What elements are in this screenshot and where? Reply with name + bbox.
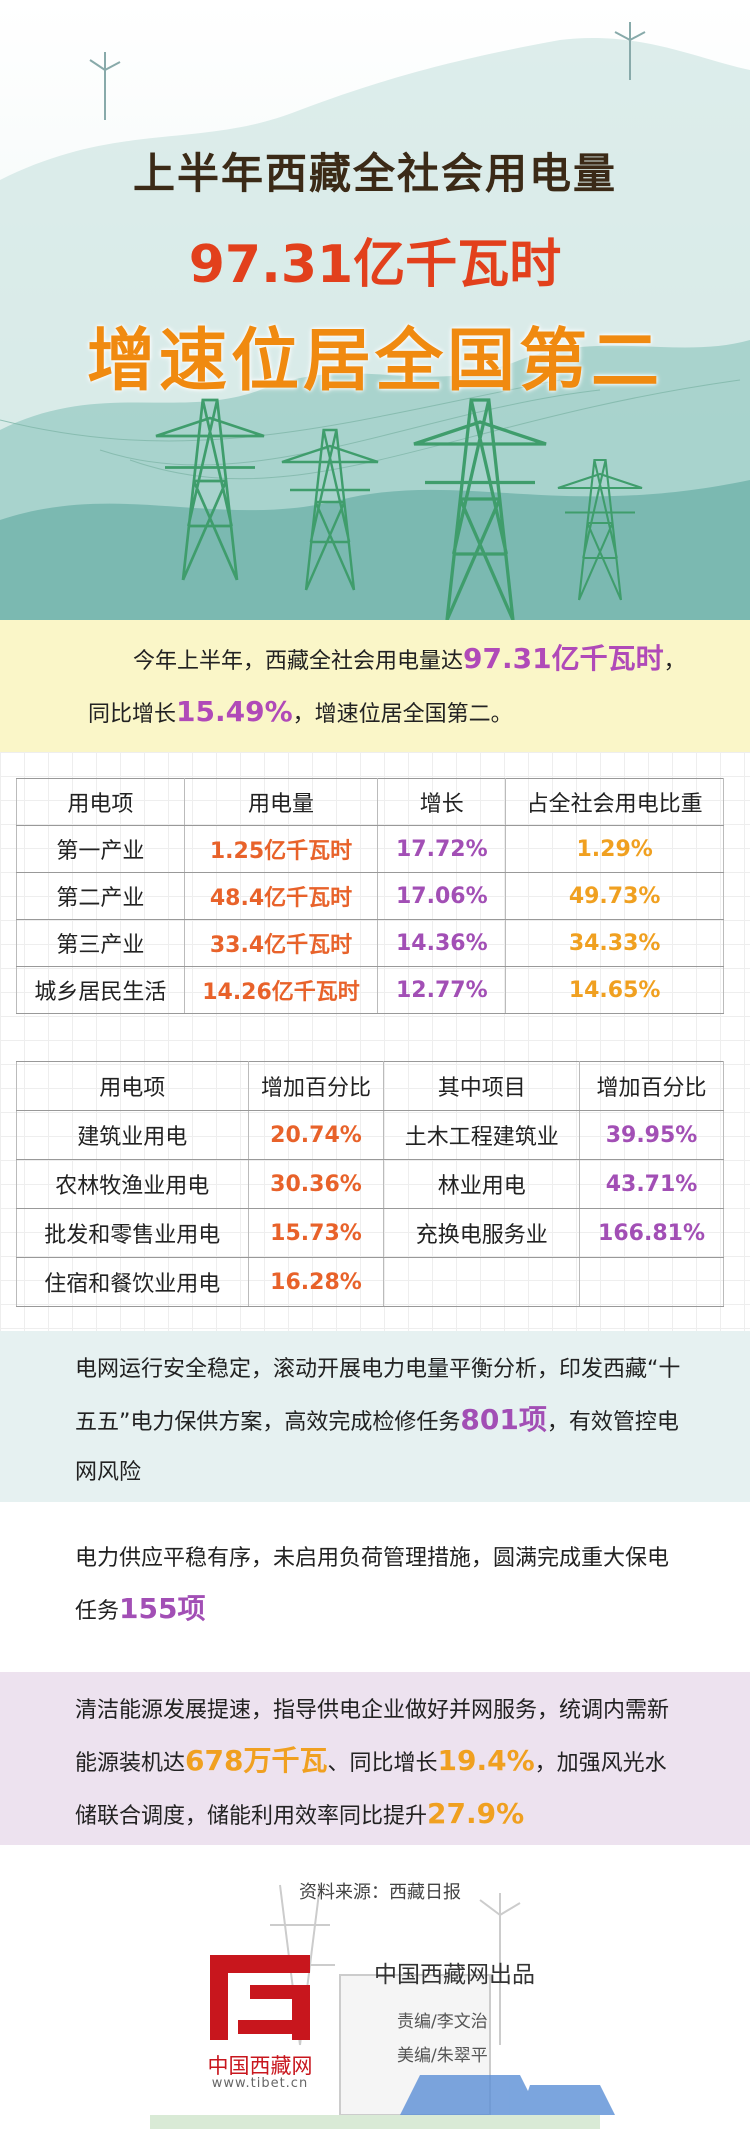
intro-text: 今年上半年，西藏全社会用电量达97.31亿千瓦时，同比增长15.49%，增速位居… — [88, 634, 688, 740]
table-cell: 33.4亿千瓦时 — [183, 919, 379, 967]
text-segment: 今年上半年，西藏全社会用电量达 — [133, 649, 464, 674]
header-cell: 增长 — [377, 778, 507, 826]
note-band: 清洁能源发展提速，指导供电企业做好并网服务，统调内需新能源装机达678万千瓦、同… — [0, 1672, 750, 1845]
table-cell: 土木工程建筑业 — [383, 1110, 581, 1160]
figure: 97.31亿千瓦时 — [188, 235, 562, 295]
note-text: 电网运行安全稳定，滚动开展电力电量平衡分析，印发西藏“十五五”电力保供方案，高效… — [75, 1345, 685, 1498]
text-segment: ，增速位居全国第二。 — [292, 702, 513, 727]
header-row: 用电项 用电量 增长 占全社会用电比重 — [16, 778, 724, 826]
intro-band: 今年上半年，西藏全社会用电量达97.31亿千瓦时，同比增长15.49%，增速位居… — [0, 620, 750, 752]
text-segment: 清洁能源发展提速，指导供电企业做好并网服务，统调内需新能源装机达 — [75, 1698, 670, 1776]
table-row: 第三产业 33.4亿千瓦时 14.36% 34.33% — [16, 919, 724, 967]
highlight: 801项 — [460, 1403, 547, 1436]
table-cell: 农林牧渔业用电 — [16, 1159, 249, 1209]
highlight: 15.49% — [176, 695, 293, 728]
note-text: 电力供应平稳有序，未启用负荷管理措施，圆满完成重大保电任务155项 — [75, 1534, 685, 1637]
table-cell: 林业用电 — [383, 1159, 581, 1209]
empty-cell — [579, 1257, 724, 1307]
table-cell: 14.36% — [377, 919, 507, 967]
logo-url: www.tibet.cn — [211, 2076, 309, 2091]
table-cell: 34.33% — [505, 919, 724, 967]
table-row: 批发和零售业用电 15.73% 充换电服务业 166.81% — [16, 1208, 724, 1258]
header-cell: 增加百分比 — [579, 1061, 724, 1111]
table-cell: 20.74% — [247, 1110, 385, 1160]
table-cell: 49.73% — [505, 872, 724, 920]
table-cell: 1.25亿千瓦时 — [183, 825, 379, 873]
note-text: 清洁能源发展提速，指导供电企业做好并网服务，统调内需新能源装机达678万千瓦、同… — [75, 1686, 685, 1842]
editor: 责编/李文治 — [397, 2012, 488, 2032]
table-row: 第二产业 48.4亿千瓦时 17.06% 49.73% — [16, 872, 724, 920]
header-cell: 用电项 — [16, 1061, 249, 1111]
table-cell: 建筑业用电 — [16, 1110, 249, 1160]
table-cell: 住宿和餐饮业用电 — [16, 1257, 249, 1307]
table-row: 建筑业用电 20.74% 土木工程建筑业 39.95% — [16, 1110, 724, 1160]
header-row: 用电项 增加百分比 其中项目 增加百分比 — [16, 1061, 724, 1111]
table-cell: 48.4亿千瓦时 — [183, 872, 379, 920]
table-cell: 1.29% — [505, 825, 724, 873]
footer-art — [0, 1845, 750, 2136]
header-cell: 增加百分比 — [247, 1061, 385, 1111]
headline: 增速位居全国第二 — [86, 322, 663, 401]
designer: 美编/朱翠平 — [397, 2046, 488, 2066]
table-cell: 30.36% — [247, 1159, 385, 1209]
logo-name: 中国西藏网 — [207, 2054, 313, 2078]
empty-cell — [383, 1257, 581, 1307]
text-segment: 电网运行安全稳定，滚动开展电力电量平衡分析，印发西藏“十五五”电力保供方案，高效… — [75, 1357, 681, 1435]
table-cell: 充换电服务业 — [383, 1208, 581, 1258]
table-cell: 12.77% — [377, 966, 507, 1014]
highlight: 27.9% — [427, 1797, 525, 1830]
table-cell: 第三产业 — [16, 919, 185, 967]
source: 资料来源：西藏日报 — [299, 1882, 461, 1903]
highlight: 97.31亿千瓦时 — [463, 642, 664, 675]
title: 上半年西藏全社会用电量 — [132, 149, 617, 198]
table-cell: 16.28% — [247, 1257, 385, 1307]
producer: 中国西藏网出品 — [374, 1962, 535, 1988]
table-cell: 第二产业 — [16, 872, 185, 920]
highlight: 678万千瓦 — [185, 1744, 328, 1777]
table-cell: 166.81% — [579, 1208, 724, 1258]
table-row: 城乡居民生活 14.26亿千瓦时 12.77% 14.65% — [16, 966, 724, 1014]
table-cell: 43.71% — [579, 1159, 724, 1209]
table-cell: 城乡居民生活 — [16, 966, 185, 1014]
table-cell: 15.73% — [247, 1208, 385, 1258]
text-segment: 电力供应平稳有序，未启用负荷管理措施，圆满完成重大保电任务 — [75, 1546, 670, 1624]
text-segment: ，加强风光水储联合调度，储能利用效率同比提升 — [75, 1751, 667, 1829]
table-1: 用电项 用电量 增长 占全社会用电比重 第一产业 1.25亿千瓦时 17.72% 1.29% 第… — [16, 778, 724, 1014]
table-row: 第一产业 1.25亿千瓦时 17.72% 1.29% — [16, 825, 724, 873]
note-band: 电力供应平稳有序，未启用负荷管理措施，圆满完成重大保电任务155项 — [0, 1504, 750, 1670]
table-cell: 14.65% — [505, 966, 724, 1014]
header-cell: 用电项 — [16, 778, 185, 826]
table-cell: 批发和零售业用电 — [16, 1208, 249, 1258]
header-cell: 占全社会用电比重 — [505, 778, 724, 826]
table-cell: 17.06% — [377, 872, 507, 920]
note-band: 电网运行安全稳定，滚动开展电力电量平衡分析，印发西藏“十五五”电力保供方案，高效… — [0, 1331, 750, 1502]
table-row: 住宿和餐饮业用电 16.28% — [16, 1257, 724, 1307]
text-segment: ，同比增长 — [88, 649, 686, 727]
table-cell: 第一产业 — [16, 825, 185, 873]
highlight: 19.4% — [437, 1744, 535, 1777]
text-segment: ，有效管控电网风险 — [75, 1410, 679, 1485]
table-cell: 39.95% — [579, 1110, 724, 1160]
header-art — [0, 0, 750, 620]
table-2: 用电项 增加百分比 其中项目 增加百分比 建筑业用电 20.74% 土木工程建筑业 39.95… — [16, 1061, 724, 1307]
table-row: 农林牧渔业用电 30.36% 林业用电 43.71% — [16, 1159, 724, 1209]
table-cell: 17.72% — [377, 825, 507, 873]
header-cell: 用电量 — [183, 778, 379, 826]
table-cell: 14.26亿千瓦时 — [183, 966, 379, 1014]
text-segment: 、同比增长 — [327, 1751, 438, 1776]
header-cell: 其中项目 — [383, 1061, 581, 1111]
highlight: 155项 — [119, 1592, 206, 1625]
